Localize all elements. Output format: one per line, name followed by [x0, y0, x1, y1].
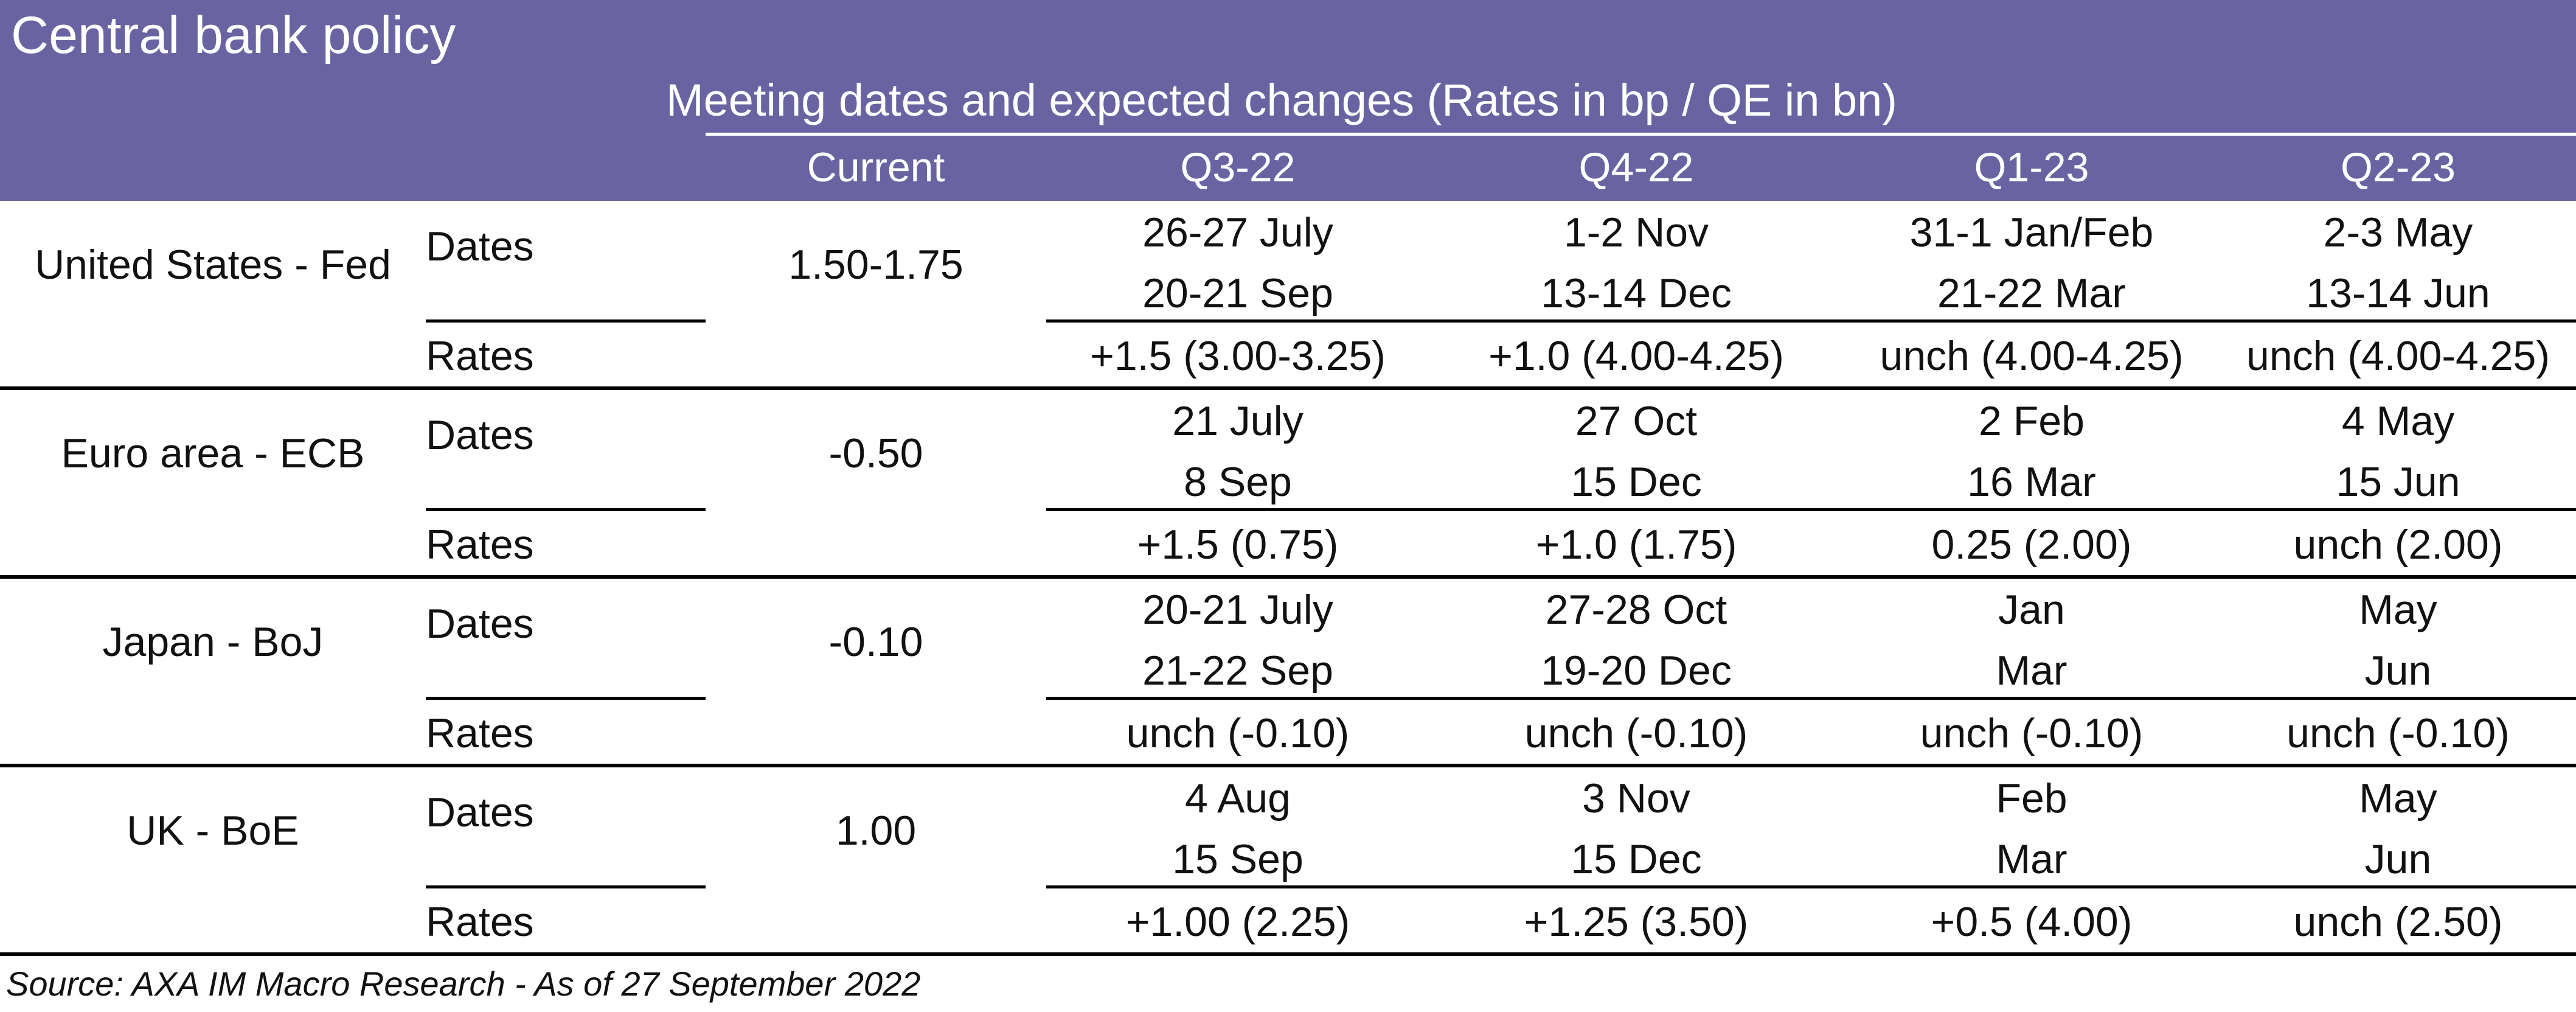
group-divider: [0, 386, 2576, 390]
meeting-date: 4 May: [2341, 398, 2455, 444]
row-divider: [1046, 697, 2576, 700]
row-divider: [426, 508, 706, 511]
row-divider: [426, 319, 706, 323]
rate-expectation: unch (-0.10): [1920, 710, 2144, 756]
bank-name: Euro area - ECB: [61, 430, 365, 476]
table-title: Central bank policy: [11, 6, 456, 65]
meeting-date: 13-14 Jun: [2306, 270, 2490, 316]
meeting-date: 2 Feb: [1979, 398, 2085, 444]
row-label-dates: Dates: [426, 601, 534, 647]
row-label-dates: Dates: [426, 789, 534, 836]
meeting-date: 27 Oct: [1575, 398, 1698, 444]
meeting-date: Mar: [1996, 836, 2067, 882]
meeting-date: 13-14 Dec: [1541, 270, 1732, 316]
meeting-date: 21 July: [1172, 398, 1304, 444]
rate-expectation: +0.5 (4.00): [1931, 899, 2133, 945]
meeting-date: May: [2359, 775, 2437, 822]
header-divider: [706, 133, 2576, 136]
current-rate: -0.10: [828, 619, 923, 665]
meeting-date: Mar: [1996, 647, 2067, 694]
meeting-date: 21-22 Mar: [1937, 270, 2126, 316]
meeting-date: 4 Aug: [1185, 775, 1291, 822]
column-header-q1-23: Q1-23: [1974, 144, 2089, 190]
meeting-date: 20-21 Sep: [1142, 270, 1333, 316]
row-divider: [1046, 508, 2576, 511]
rate-expectation: +1.5 (0.75): [1137, 522, 1339, 568]
header-band: Central bank policy Meeting dates and ex…: [0, 0, 2576, 201]
row-label-dates: Dates: [426, 223, 534, 270]
meeting-date: 15 Dec: [1571, 459, 1702, 505]
rate-expectation: 0.25 (2.00): [1931, 522, 2132, 568]
meeting-date: 2-3 May: [2323, 209, 2473, 256]
meeting-date: 15 Dec: [1571, 836, 1702, 882]
meeting-date: Feb: [1996, 775, 2067, 822]
meeting-date: Jun: [2364, 836, 2432, 882]
rate-expectation: unch (4.00-4.25): [2246, 333, 2550, 379]
rate-expectation: +1.25 (3.50): [1524, 899, 1749, 945]
source-note: Source: AXA IM Macro Research - As of 27…: [6, 965, 921, 1003]
bank-name: United States - Fed: [35, 242, 391, 288]
row-label-rates: Rates: [426, 522, 534, 568]
rate-expectation: unch (2.50): [2293, 899, 2503, 945]
rate-expectation: unch (-0.10): [1126, 710, 1350, 756]
column-header-q3-22: Q3-22: [1180, 144, 1296, 190]
group-divider: [0, 575, 2576, 579]
rate-expectation: unch (-0.10): [2286, 710, 2510, 756]
rate-expectation: +1.5 (3.00-3.25): [1090, 333, 1386, 379]
bank-name: UK - BoE: [127, 808, 299, 854]
meeting-date: 21-22 Sep: [1142, 647, 1333, 694]
meeting-date: 20-21 July: [1142, 587, 1333, 633]
current-rate: -0.50: [828, 430, 923, 476]
bank-name: Japan - BoJ: [102, 619, 324, 665]
table-subtitle: Meeting dates and expected changes (Rate…: [666, 75, 1897, 125]
current-rate: 1.50-1.75: [788, 242, 963, 288]
current-rate: 1.00: [835, 808, 917, 854]
group-divider: [0, 764, 2576, 767]
meeting-date: Jan: [1998, 587, 2065, 633]
meeting-date: 31-1 Jan/Feb: [1909, 209, 2154, 256]
rate-expectation: +1.0 (1.75): [1535, 522, 1737, 568]
meeting-date: 15 Sep: [1172, 836, 1304, 882]
column-header-current: Current: [807, 144, 945, 190]
column-header-q2-23: Q2-23: [2341, 144, 2456, 190]
meeting-date: Jun: [2364, 647, 2432, 694]
row-divider: [1046, 885, 2576, 888]
column-header-q4-22: Q4-22: [1578, 144, 1694, 190]
meeting-date: 19-20 Dec: [1541, 647, 1732, 694]
meeting-date: 26-27 July: [1142, 209, 1333, 256]
meeting-date: 3 Nov: [1582, 775, 1690, 822]
meeting-date: 8 Sep: [1184, 459, 1292, 505]
row-divider: [426, 885, 706, 888]
row-label-dates: Dates: [426, 412, 534, 458]
group-divider: [0, 952, 2576, 956]
row-divider: [426, 697, 706, 700]
meeting-date: 16 Mar: [1967, 459, 2096, 505]
meeting-date: May: [2359, 587, 2437, 633]
meeting-date: 27-28 Oct: [1545, 587, 1727, 633]
rate-expectation: unch (4.00-4.25): [1880, 333, 2184, 379]
meeting-date: 15 Jun: [2336, 459, 2460, 505]
row-label-rates: Rates: [426, 333, 534, 379]
rate-expectation: unch (2.00): [2293, 522, 2503, 568]
row-divider: [1046, 319, 2576, 323]
meeting-date: 1-2 Nov: [1563, 209, 1709, 256]
row-label-rates: Rates: [426, 710, 534, 756]
rate-expectation: unch (-0.10): [1524, 710, 1748, 756]
rate-expectation: +1.00 (2.25): [1125, 899, 1350, 945]
rate-expectation: +1.0 (4.00-4.25): [1488, 333, 1784, 379]
row-label-rates: Rates: [426, 899, 534, 945]
